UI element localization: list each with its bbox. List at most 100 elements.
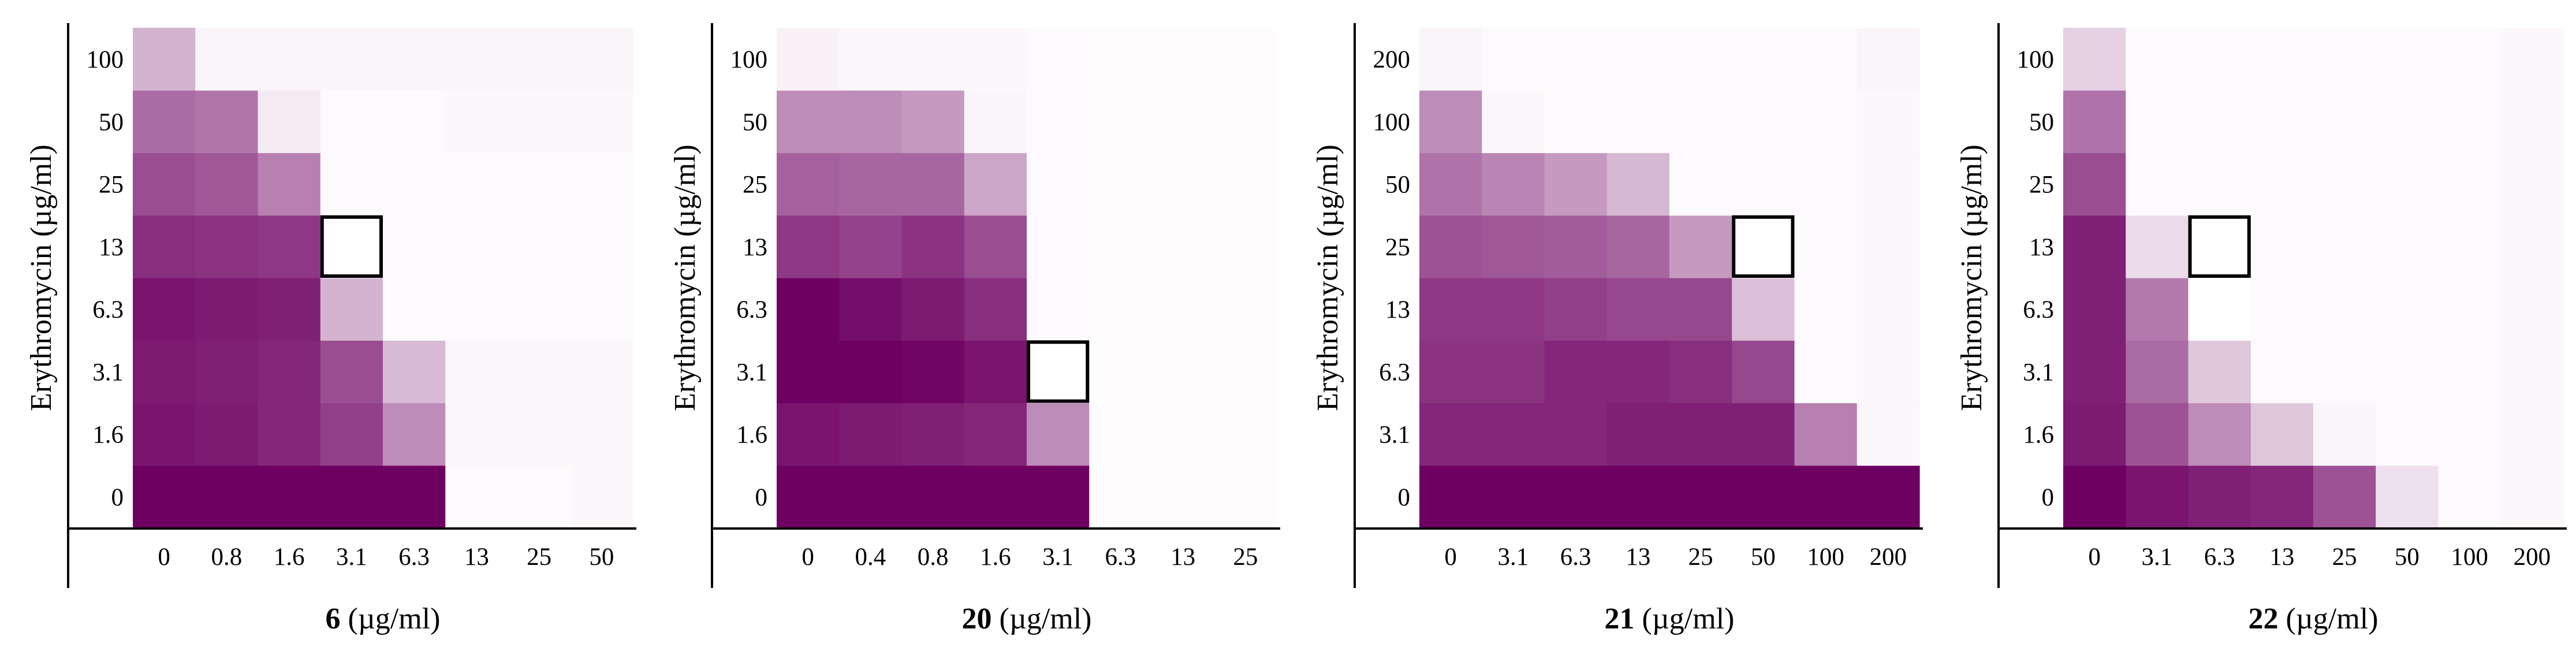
heatmap-cell: [1732, 152, 1795, 216]
heatmap-cell: [445, 403, 509, 466]
heatmap-cell: [570, 340, 633, 404]
heatmap-cell: [1151, 403, 1215, 466]
heatmap-cell: [1856, 403, 1920, 466]
heatmap-cell: [1482, 278, 1545, 341]
heatmap-cell: [2188, 152, 2251, 216]
heatmap-cell: [2250, 28, 2314, 91]
heatmap-cell: [1794, 403, 1858, 466]
heatmap-cell: [1419, 465, 1482, 529]
heatmap-cell: [2376, 215, 2439, 278]
heatmap-cell: [508, 278, 571, 341]
heatmap-cell: [320, 278, 383, 341]
heatmap-cell: [2313, 278, 2376, 341]
y-tick-label: 50: [99, 109, 124, 136]
x-tick-label: 25: [2332, 544, 2357, 571]
heatmap-cell: [1544, 152, 1608, 216]
x-tick-label: 13: [464, 544, 489, 571]
heatmap-cell: [508, 403, 571, 466]
x-axis-title-compound: 20: [962, 602, 992, 635]
heatmap-cell: [839, 403, 903, 466]
heatmap-cell: [508, 152, 571, 216]
heatmap-cell: [195, 403, 259, 466]
heatmap-cell: [1419, 278, 1482, 341]
heatmap-cell: [445, 152, 509, 216]
heatmap-cell: [570, 465, 633, 529]
heatmap-cell: [1794, 340, 1858, 404]
y-tick-label: 25: [99, 172, 124, 199]
heatmap-cell: [2376, 28, 2439, 91]
heatmap-cell: [383, 278, 446, 341]
heatmap-cell: [1732, 340, 1795, 404]
y-tick-label: 50: [743, 109, 767, 136]
heatmap-cell: [2250, 90, 2314, 154]
x-axis-title-unit: (µg/ml): [2279, 602, 2379, 635]
heatmap-cell: [1544, 465, 1608, 529]
heatmap-cell: [320, 28, 383, 91]
heatmap-cell: [839, 465, 903, 529]
y-tick-label: 3.1: [1379, 422, 1410, 449]
heatmap-cell: [1856, 215, 1920, 278]
heatmap-cell: [2126, 278, 2189, 341]
heatmap-cell: [2438, 465, 2502, 529]
heatmap-cell: [1089, 278, 1153, 341]
x-tick-label: 200: [2514, 544, 2551, 571]
heatmap-cell: [2126, 28, 2189, 91]
heatmap-cell: [1669, 278, 1732, 341]
heatmap-cell: [445, 90, 509, 154]
heatmap-cell: [2500, 28, 2564, 91]
heatmap-cell: [964, 278, 1027, 341]
y-tick-label: 13: [2029, 234, 2054, 261]
heatmap-cell: [1732, 403, 1795, 466]
heatmap-cell: [777, 152, 840, 216]
heatmap-cell: [1089, 28, 1153, 91]
y-tick-label: 1.6: [92, 422, 124, 449]
heatmap-cell: [1794, 28, 1858, 91]
x-tick-label: 50: [1751, 544, 1776, 571]
y-tick-label: 25: [1385, 234, 1410, 261]
x-axis-title: 6 (µg/ml): [326, 602, 441, 635]
heatmap-cell: [1482, 215, 1545, 278]
heatmap-cell: [1214, 215, 1277, 278]
x-tick-label: 25: [1688, 544, 1713, 571]
heatmap-cell: [1027, 278, 1090, 341]
y-axis-title: Erythromycin (µg/ml): [25, 144, 58, 411]
heatmap-cell: [1794, 152, 1858, 216]
heatmap-cell: [2063, 340, 2126, 404]
heatmap-cell: [570, 278, 633, 341]
heatmap-cell: [258, 152, 321, 216]
heatmap-cell: [445, 340, 509, 404]
heatmap-cell: [133, 465, 196, 529]
heatmap-cell: [839, 340, 903, 404]
heatmap-cell: [1856, 465, 1920, 529]
heatmap-cell: [964, 403, 1027, 466]
heatmap-cell: [1606, 215, 1670, 278]
y-tick-label: 6.3: [92, 296, 124, 323]
heatmap-cell: [2438, 215, 2502, 278]
heatmap-cell: [1544, 278, 1608, 341]
heatmap-cell: [133, 152, 196, 216]
heatmap-cell: [2313, 28, 2376, 91]
y-axis-title: Erythromycin (µg/ml): [669, 144, 702, 411]
heatmap-cell: [1856, 28, 1920, 91]
heatmap-cell: [1089, 215, 1153, 278]
heatmap-cell: [320, 465, 383, 529]
x-tick-label: 50: [589, 544, 614, 571]
heatmap-cell: [2063, 90, 2126, 154]
heatmap-cell: [1089, 340, 1153, 404]
heatmap-cell: [2438, 28, 2502, 91]
heatmap-cell: [1606, 28, 1670, 91]
heatmap-cell: [2250, 215, 2314, 278]
heatmap-cell: [195, 28, 259, 91]
y-tick-label: 50: [1385, 172, 1410, 199]
heatmap-cell: [1482, 152, 1545, 216]
x-axis-title-unit: (µg/ml): [992, 602, 1092, 635]
heatmap-cell: [1027, 465, 1090, 529]
heatmap-cell: [133, 28, 196, 91]
heatmap-cell: [1151, 215, 1215, 278]
heatmap-cell: [1027, 403, 1090, 466]
heatmap-cell: [508, 28, 571, 91]
heatmap-cell: [320, 340, 383, 404]
heatmap-cell: [383, 340, 446, 404]
heatmap-cell: [133, 403, 196, 466]
